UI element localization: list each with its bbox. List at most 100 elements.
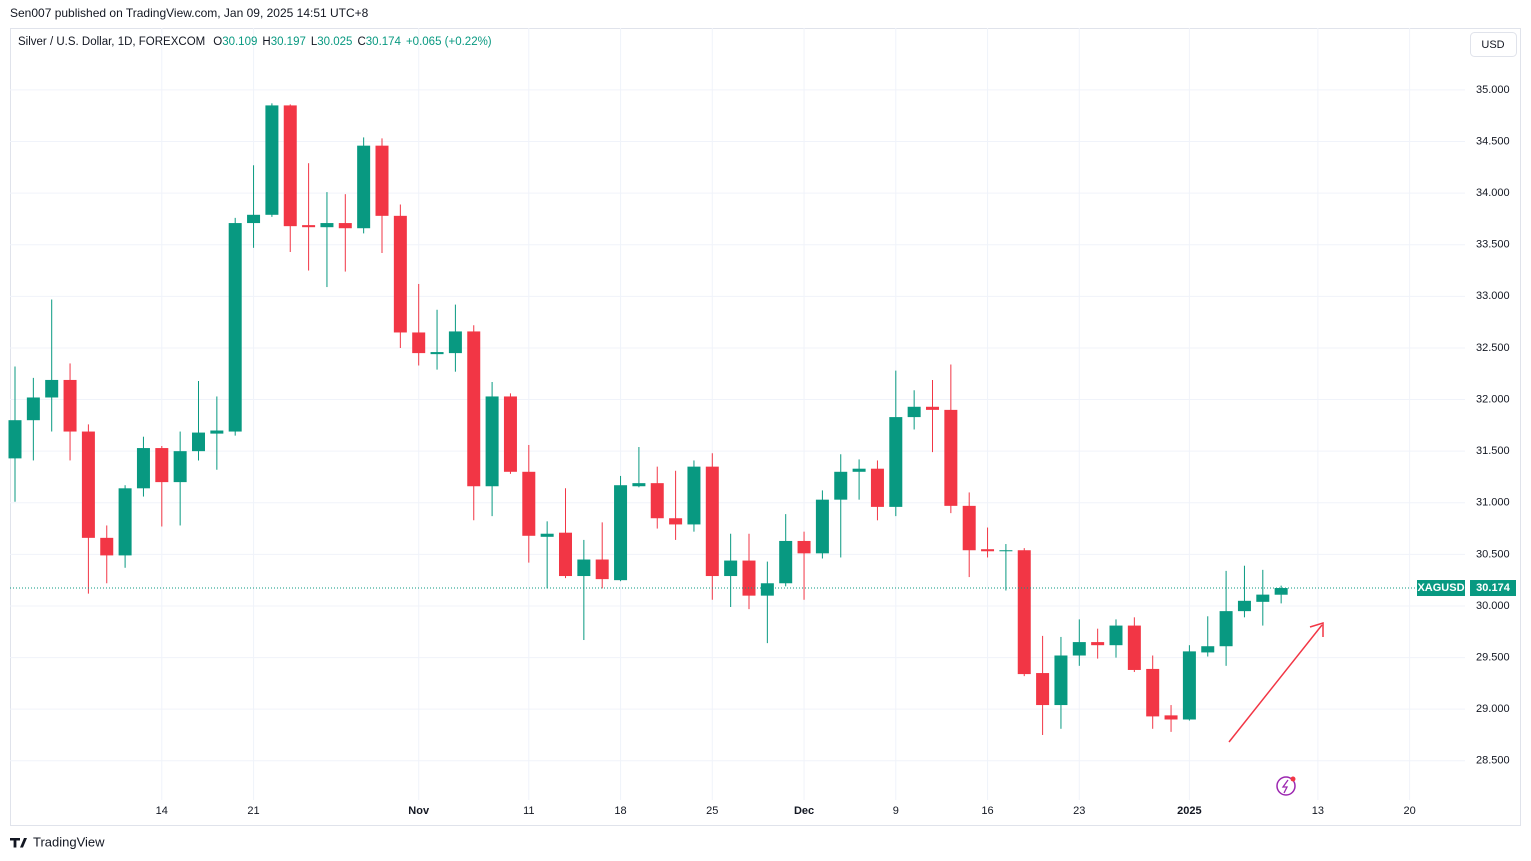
y-tick-label: 33.000	[1476, 290, 1510, 302]
candle-body	[467, 331, 481, 487]
candle-body	[448, 331, 462, 354]
y-tick-label: 29.500	[1476, 651, 1510, 663]
candle-body	[430, 352, 444, 355]
x-tick-label: 20	[1403, 805, 1415, 817]
symbol-label: XAGUSD	[1417, 582, 1464, 594]
x-tick-label: 23	[1073, 805, 1085, 817]
candle-body	[760, 583, 774, 596]
candle-body	[1127, 625, 1141, 670]
candles	[8, 103, 1288, 735]
x-tick-label: 14	[156, 805, 168, 817]
annotation-arrow	[1228, 624, 1323, 743]
candle-body	[926, 406, 939, 410]
candle-body	[1146, 668, 1160, 717]
candle-body	[870, 468, 884, 507]
candle-body	[632, 483, 646, 487]
y-tick-label: 32.000	[1476, 393, 1510, 405]
notification-dot	[1290, 776, 1296, 782]
candle-body	[1072, 642, 1086, 656]
currency-label[interactable]: USD	[1481, 39, 1504, 51]
currency-button[interactable]	[1470, 32, 1517, 57]
x-tick-label: 18	[614, 805, 626, 817]
chart-title: Silver / U.S. Dollar, 1D, FOREXCOM	[18, 36, 205, 48]
candle-body	[1017, 550, 1031, 675]
candle-body	[1182, 651, 1196, 720]
candle-body	[1091, 642, 1105, 646]
candle-body	[393, 215, 407, 333]
x-tick-label: 25	[706, 805, 718, 817]
ohlc-label: L	[311, 36, 318, 48]
candle-body	[650, 483, 664, 519]
symbol-tag	[1417, 580, 1465, 597]
ohlc-label: C	[357, 36, 365, 48]
candle-body	[228, 223, 242, 432]
lightning-icon[interactable]	[1276, 776, 1296, 796]
y-tick-label: 32.500	[1476, 342, 1510, 354]
candle-body	[118, 488, 132, 556]
candle-body	[577, 559, 591, 577]
candle-body	[797, 540, 811, 554]
low-value: 30.025	[317, 36, 352, 48]
candle-body	[247, 214, 261, 224]
candle-body	[100, 537, 114, 556]
x-tick-label: 16	[981, 805, 993, 817]
high-value: 30.197	[271, 36, 306, 48]
y-tick-label: 31.500	[1476, 445, 1510, 457]
candle-body	[8, 420, 22, 459]
published-note: Sen007 published on TradingView.com, Jan…	[10, 6, 369, 20]
candle-body	[981, 549, 995, 552]
candle-body	[81, 431, 95, 538]
y-tick-label: 30.500	[1476, 548, 1510, 560]
ohlc-label: O	[213, 36, 222, 48]
price-label: 30.174	[1476, 582, 1511, 594]
candle-body	[944, 409, 958, 506]
x-tick-label: 13	[1312, 805, 1324, 817]
candle-body	[889, 417, 903, 507]
candle-body	[1256, 594, 1270, 602]
open-value: 30.109	[222, 36, 257, 48]
x-tick-label: 2025	[1177, 805, 1201, 817]
candle-body	[779, 540, 793, 584]
candle-body	[559, 532, 572, 577]
candle-body	[357, 145, 371, 229]
candle-body	[45, 379, 59, 398]
brand-logo	[10, 838, 27, 848]
x-tick-label: 21	[247, 805, 259, 817]
y-tick-label: 31.000	[1476, 497, 1510, 509]
y-tick-label: 29.000	[1476, 703, 1510, 715]
candle-body	[834, 471, 848, 500]
y-tick-label: 33.500	[1476, 239, 1510, 251]
candle-body	[907, 406, 921, 418]
y-tick-label: 28.500	[1476, 755, 1510, 767]
lightning-glyph	[1281, 779, 1289, 794]
legend: Silver / U.S. Dollar, 1D, FOREXCOM O30.10…	[18, 36, 492, 48]
close-value: 30.174	[366, 36, 402, 48]
candle-body	[412, 332, 426, 354]
candle-body	[1109, 625, 1123, 646]
candle-body	[724, 560, 738, 577]
candle-body	[63, 379, 77, 432]
candle-body	[614, 485, 628, 581]
x-tick-label: Nov	[408, 805, 430, 817]
candle-body	[375, 145, 389, 216]
x-tick-label: 9	[893, 805, 899, 817]
x-tick-label: Dec	[794, 805, 814, 817]
candle-body	[26, 397, 40, 421]
candle-body	[522, 471, 536, 536]
candle-body	[1201, 646, 1215, 653]
candle-body	[155, 448, 169, 483]
candle-body	[962, 505, 976, 551]
change-value: +0.065 (+0.22%)	[406, 36, 492, 48]
price-tag	[1470, 580, 1516, 597]
candle-body	[173, 451, 187, 483]
candle-body	[265, 105, 279, 215]
candle-body	[136, 448, 150, 489]
candle-body	[320, 223, 334, 228]
candle-body	[302, 225, 316, 228]
y-tick-label: 35.000	[1476, 84, 1510, 96]
candle-body	[1274, 588, 1288, 595]
candle-body	[705, 466, 719, 577]
candle-body	[283, 105, 297, 227]
y-tick-label: 30.000	[1476, 600, 1510, 612]
